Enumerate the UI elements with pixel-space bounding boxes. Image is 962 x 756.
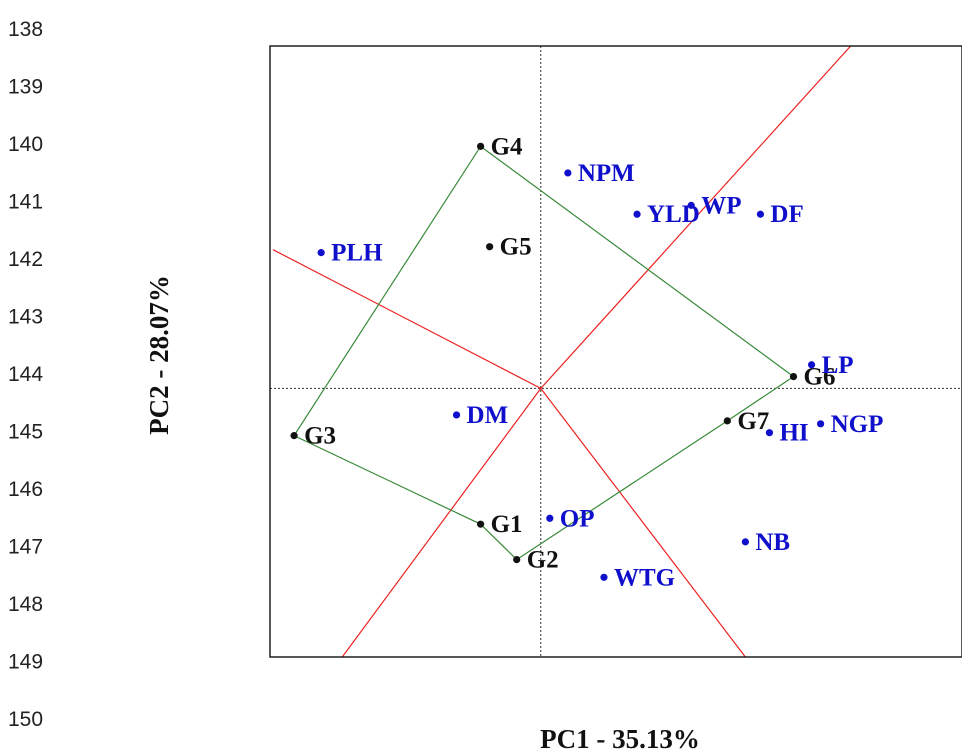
trait-label: NGP	[831, 411, 884, 438]
trait-label: WTG	[614, 564, 675, 591]
genotype-point	[789, 372, 798, 381]
sector-ray	[540, 46, 852, 389]
genotype-label: G5	[500, 234, 532, 261]
genotype-label: G4	[491, 133, 523, 160]
sector-ray	[540, 388, 746, 657]
line-number: 144	[8, 363, 43, 386]
genotype-point	[513, 555, 521, 564]
trait-point	[600, 573, 608, 581]
line-number: 139	[8, 76, 43, 99]
trait-label: NPM	[578, 160, 635, 187]
line-number: 142	[8, 248, 43, 271]
x-axis-title: PC1 - 35.13%	[540, 724, 700, 754]
trait-point	[756, 210, 765, 218]
genotype-point	[723, 417, 731, 425]
line-number: 147	[8, 536, 43, 559]
genotype-label: G2	[527, 547, 559, 574]
sector-ray	[341, 388, 542, 657]
trait-label: OP	[560, 505, 595, 532]
trait-point	[816, 420, 825, 428]
line-number: 150	[8, 708, 43, 731]
trait-label: WP	[701, 192, 741, 219]
genotype-label: G3	[304, 423, 336, 450]
plot-frame	[269, 45, 962, 658]
trait-label: PLH	[331, 240, 383, 267]
trait-point	[452, 411, 461, 419]
trait-point	[687, 201, 695, 209]
line-number: 138	[8, 18, 43, 41]
line-number: 140	[8, 133, 43, 156]
trait-point	[317, 249, 325, 257]
trait-label: LP	[822, 352, 854, 379]
line-number: 143	[8, 306, 43, 329]
trait-point	[807, 361, 816, 369]
trait-label: DM	[467, 402, 509, 429]
sector-ray	[272, 249, 542, 389]
trait-label: NB	[755, 529, 790, 556]
trait-label: HI	[779, 420, 808, 447]
trait-point	[633, 210, 641, 218]
trait-point	[765, 429, 774, 437]
trait-point	[564, 169, 572, 177]
y-axis-title: PC2 - 28.07%	[144, 275, 174, 435]
trait-point	[741, 538, 749, 546]
genotype-label: G7	[737, 408, 769, 435]
line-number: 148	[8, 593, 43, 616]
line-number: 141	[8, 191, 43, 214]
genotype-point	[290, 432, 298, 440]
genotype-point	[477, 142, 485, 150]
genotype-point	[477, 520, 485, 528]
trait-label: DF	[770, 201, 803, 228]
line-number: 149	[8, 651, 43, 674]
line-number: 146	[8, 478, 43, 501]
genotype-label: G6	[804, 364, 836, 391]
line-number: 145	[8, 421, 43, 444]
genotype-point	[486, 243, 494, 251]
trait-point	[546, 514, 554, 522]
genotype-label: G1	[491, 511, 523, 538]
